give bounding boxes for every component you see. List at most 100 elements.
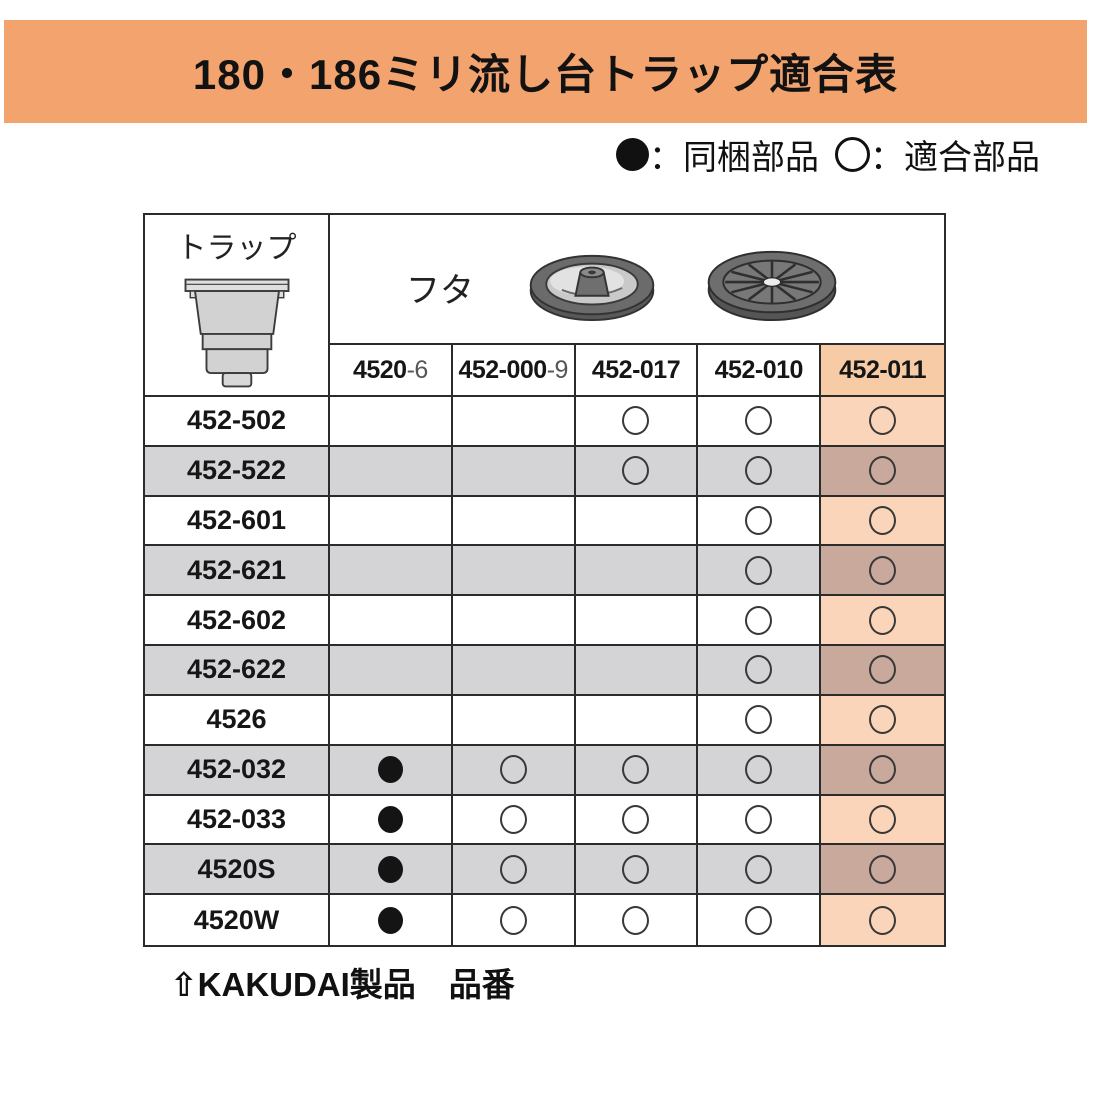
trap-header-cell: トラップ: [145, 215, 330, 397]
compatible-part-mark: [499, 905, 527, 935]
compatible-part-mark: [622, 905, 650, 935]
compatible-part-mark: [622, 804, 650, 834]
column-header-main: 452-017: [591, 355, 681, 384]
column-header-452-010: 452-010: [698, 345, 822, 397]
strainer-lid-icon: [707, 250, 837, 322]
cell-4520W-452-010: [698, 895, 822, 945]
compatible-part-icon: [835, 136, 870, 172]
cell-452-602-452-017: [575, 596, 699, 647]
cell-4520W-4520-6: [330, 895, 453, 945]
legend: ：同梱部品 ：適合部品: [616, 128, 1040, 180]
cell-4526-452-000-9: [452, 695, 576, 746]
cell-452-032-4520-6: [330, 745, 453, 796]
cell-452-601-452-000-9: [452, 496, 576, 547]
lid-header-label: フタ: [406, 272, 474, 310]
footer-caption: ⇧KAKUDAI製品 品番: [170, 966, 515, 1003]
cell-4520S-452-011: [821, 845, 944, 896]
compatible-part-mark: [745, 755, 773, 785]
legend-compatible-label: ：適合部品: [870, 138, 1040, 177]
compatible-part-mark: [869, 506, 897, 536]
cell-452-522-452-000-9: [452, 446, 576, 497]
row-label-4526: 4526: [145, 695, 330, 746]
compatible-part-mark: [622, 456, 650, 486]
column-header-452-011: 452-011: [821, 345, 944, 397]
cell-452-502-4520-6: [330, 397, 453, 447]
column-header-452-000-9: 452-000 -9: [452, 345, 576, 397]
legend-included-label: ：同梱部品: [649, 138, 819, 177]
compatible-part-mark: [869, 605, 897, 635]
cell-452-522-452-011: [821, 446, 944, 497]
compatible-part-mark: [622, 406, 650, 436]
column-header-suffix: -6: [406, 355, 429, 384]
cell-452-602-452-011: [821, 596, 944, 647]
cell-452-522-452-010: [698, 446, 822, 497]
compatible-part-mark: [745, 854, 773, 884]
cell-4526-452-011: [821, 695, 944, 746]
row-label-452-033: 452-033: [145, 795, 330, 846]
cell-4520S-452-017: [575, 845, 699, 896]
cell-452-033-452-010: [698, 795, 822, 846]
cell-4520W-452-011: [821, 895, 944, 945]
column-header-main: 452-011: [839, 355, 927, 384]
cell-452-033-4520-6: [330, 795, 453, 846]
cell-452-033-452-011: [821, 795, 944, 846]
row-label-452-522: 452-522: [145, 446, 330, 497]
cell-452-622-452-000-9: [452, 646, 576, 696]
compatible-part-mark: [869, 406, 897, 436]
compatible-part-mark: [869, 854, 897, 884]
cell-452-622-452-017: [575, 646, 699, 696]
compatible-part-mark: [499, 804, 527, 834]
page-title: 180・186ミリ流し台トラップ適合表: [192, 51, 899, 98]
cell-452-522-4520-6: [330, 446, 453, 497]
cell-452-602-452-000-9: [452, 596, 576, 647]
row-label-452-602: 452-602: [145, 596, 330, 647]
cell-452-601-452-010: [698, 496, 822, 547]
column-header-main: 452-010: [714, 355, 804, 384]
cell-452-621-452-017: [575, 546, 699, 597]
compatible-part-mark: [622, 755, 650, 785]
column-header-suffix: -9: [546, 355, 569, 384]
compatible-part-mark: [869, 755, 897, 785]
cell-452-622-452-011: [821, 646, 944, 696]
lid-header-cell: フタ: [330, 215, 944, 345]
cell-452-033-452-017: [575, 795, 699, 846]
compatible-part-mark: [745, 804, 773, 834]
cell-4520S-452-010: [698, 845, 822, 896]
row-label-452-502: 452-502: [145, 397, 330, 447]
compatible-part-mark: [499, 854, 527, 884]
included-part-mark: [377, 855, 403, 883]
column-header-main: 4520: [352, 355, 407, 384]
cell-452-621-452-010: [698, 546, 822, 597]
row-label-452-601: 452-601: [145, 496, 330, 547]
cell-4520W-452-017: [575, 895, 699, 945]
cell-4526-452-017: [575, 695, 699, 746]
lid-with-knob-icon: [529, 254, 655, 322]
row-label-4520W: 4520W: [145, 895, 330, 945]
cell-452-622-452-010: [698, 646, 822, 696]
cell-4526-4520-6: [330, 695, 453, 746]
column-header-4520-6: 4520 -6: [330, 345, 453, 397]
compatible-part-mark: [869, 905, 897, 935]
cell-452-601-452-011: [821, 496, 944, 547]
row-label-4520S: 4520S: [145, 845, 330, 896]
compatible-part-mark: [869, 804, 897, 834]
compatible-part-mark: [745, 905, 773, 935]
row-label-452-621: 452-621: [145, 546, 330, 597]
cell-4526-452-010: [698, 695, 822, 746]
compatible-part-mark: [869, 555, 897, 585]
included-part-mark: [377, 756, 403, 784]
compatible-part-mark: [745, 705, 773, 735]
compatible-part-mark: [745, 555, 773, 585]
compatible-part-mark: [869, 456, 897, 486]
included-part-icon: [616, 137, 649, 171]
compatible-part-mark: [869, 655, 897, 685]
trap-header-label: トラップ: [176, 232, 297, 265]
compatibility-table: トラップ フタ: [143, 213, 946, 947]
cell-452-032-452-011: [821, 745, 944, 796]
compatible-part-mark: [745, 406, 773, 436]
cell-452-502-452-017: [575, 397, 699, 447]
compatible-part-mark: [745, 605, 773, 635]
cell-452-502-452-010: [698, 397, 822, 447]
cell-452-502-452-000-9: [452, 397, 576, 447]
cell-452-502-452-011: [821, 397, 944, 447]
